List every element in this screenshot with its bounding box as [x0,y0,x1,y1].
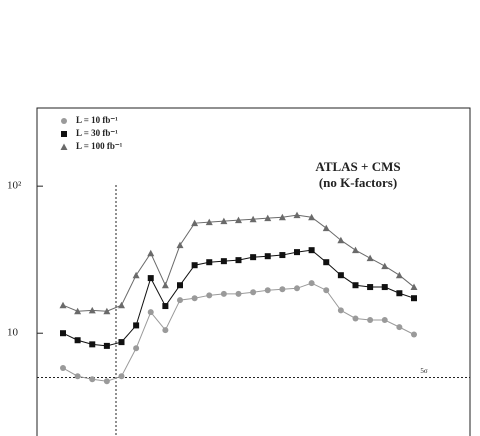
point [59,301,67,309]
point [396,290,403,297]
point [337,307,344,314]
point [162,303,169,310]
point [308,247,315,254]
point [294,285,300,292]
point [395,271,403,279]
point [411,331,417,338]
point [206,292,213,299]
point [118,339,125,346]
point [381,316,388,323]
legend-label: L = 10 fb⁻¹ [76,115,118,125]
point [147,249,155,257]
point [410,283,418,291]
point [147,309,154,316]
point [352,282,359,289]
point [367,284,374,291]
point [118,373,125,380]
point [177,282,183,289]
point [264,287,271,294]
point [264,253,271,260]
point [250,289,257,296]
point [293,211,301,219]
point [264,214,272,222]
point [337,272,344,279]
point [74,373,81,380]
point [308,213,316,221]
point [411,295,417,302]
point [60,365,66,372]
point [177,297,183,304]
point [381,284,388,291]
point [235,257,242,264]
point [60,143,68,150]
frame [36,107,471,436]
legend-label: L = 30 fb⁻¹ [76,128,118,138]
point [60,330,66,337]
point [250,254,257,261]
point [118,301,125,309]
point [74,307,82,315]
point [161,281,169,289]
y-tick-label: 10² [7,180,22,192]
point [89,341,96,348]
point [323,259,330,266]
point [220,217,228,225]
point [191,219,199,227]
point [366,254,374,262]
point [322,224,330,232]
y-tick-label: 10 [7,327,19,339]
point [162,327,169,334]
legend-label: L = 100 fb⁻¹ [76,141,123,151]
point [88,306,96,314]
point [278,213,286,221]
point [235,290,242,297]
point [61,118,67,124]
point [352,315,359,322]
point [352,246,359,254]
point [103,307,111,315]
point [367,316,374,323]
point [89,376,96,383]
point [205,218,213,226]
point [249,215,257,223]
annotation: ATLAS + CMS [315,159,400,174]
threshold-label: 5σ [420,367,428,375]
point [235,216,242,224]
point [323,287,330,294]
point [133,322,140,329]
point [176,241,184,249]
point [279,286,286,293]
point [147,275,154,282]
annotation: (no K-factors) [319,175,397,190]
point [220,258,227,265]
point [381,262,389,270]
point [191,295,198,302]
point [294,249,300,256]
point [103,378,110,385]
point [308,280,315,287]
point [220,290,227,297]
point [61,131,67,137]
point [132,271,140,279]
point [74,337,81,344]
point [133,345,140,352]
point [191,262,198,269]
point [206,259,213,266]
point [396,324,403,331]
point [103,342,110,349]
point [279,252,286,259]
point [337,236,345,244]
